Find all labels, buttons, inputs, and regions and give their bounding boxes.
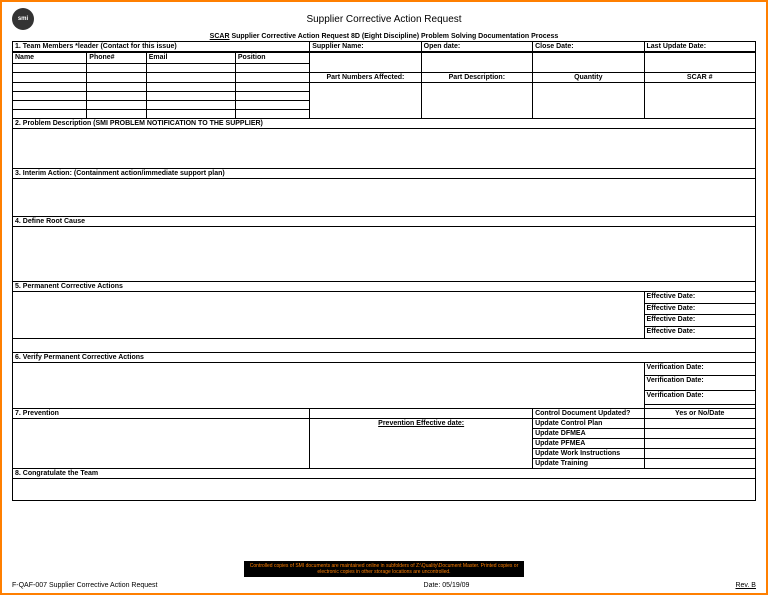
team-cell[interactable] (87, 110, 146, 119)
team-cell[interactable] (235, 110, 309, 119)
section5-extra[interactable] (12, 339, 756, 353)
team-cell[interactable] (146, 110, 235, 119)
team-cell[interactable] (235, 64, 309, 73)
blank-cell[interactable] (310, 53, 421, 73)
quantity-label: Quantity (533, 73, 644, 83)
section7-header: 7. Prevention (13, 409, 310, 419)
section7-field[interactable] (13, 419, 310, 469)
update-item-0: Update Control Plan (533, 419, 644, 429)
control-doc-q: Control Document Updated? (533, 409, 644, 419)
section3-body[interactable] (12, 179, 756, 217)
team-cell[interactable] (235, 101, 309, 110)
update-field[interactable] (644, 449, 755, 459)
blank-cell[interactable] (421, 53, 532, 73)
team-cell[interactable] (87, 73, 146, 83)
update-field[interactable] (644, 419, 755, 429)
team-cell[interactable] (87, 101, 146, 110)
verification-date-3[interactable]: Verification Date: (644, 390, 755, 404)
section3-header: 3. Interim Action: (Containment action/i… (12, 169, 756, 179)
section2-header: 2. Problem Description (SMI PROBLEM NOTI… (12, 119, 756, 129)
subtitle: SCAR Supplier Corrective Action Request … (12, 33, 756, 40)
team-cell[interactable] (146, 101, 235, 110)
update-field[interactable] (644, 429, 755, 439)
team-cell[interactable] (13, 83, 87, 92)
footer-doc-id: F-QAF-007 Supplier Corrective Action Req… (12, 582, 158, 589)
effective-date-4[interactable]: Effective Date: (644, 326, 755, 338)
scar-num-label: SCAR # (644, 73, 756, 83)
prevention-effective-date[interactable]: Prevention Effective date: (310, 419, 533, 469)
team-cell[interactable] (235, 83, 309, 92)
team-cell[interactable] (146, 83, 235, 92)
col-name: Name (13, 53, 87, 64)
section4-header: 4. Define Root Cause (12, 217, 756, 227)
quantity-field[interactable] (533, 83, 644, 119)
section8-header: 8. Congratulate the Team (12, 469, 756, 479)
supplier-name-label: Supplier Name: (310, 42, 421, 52)
effective-date-3[interactable]: Effective Date: (644, 315, 755, 327)
verification-date-1[interactable]: Verification Date: (644, 363, 755, 376)
team-cell[interactable] (13, 101, 87, 110)
col-phone: Phone# (87, 53, 146, 64)
blank-cell[interactable] (533, 53, 644, 73)
section2-body[interactable] (12, 129, 756, 169)
page-title: Supplier Corrective Action Request (34, 14, 756, 25)
yes-no-label: Yes or No/Date (644, 409, 755, 419)
part-desc-field[interactable] (421, 83, 532, 119)
team-cell[interactable] (13, 110, 87, 119)
footer: F-QAF-007 Supplier Corrective Action Req… (12, 582, 756, 589)
section6-header: 6. Verify Permanent Corrective Actions (12, 353, 756, 363)
parts-affected-field[interactable] (310, 83, 421, 119)
team-cell[interactable] (13, 64, 87, 73)
section7: 7. Prevention Control Document Updated? … (12, 409, 756, 469)
section1-top: 1. Team Members *leader (Contact for thi… (12, 41, 756, 52)
section1-body: Name Phone# Email Position Part Numbers … (12, 52, 756, 119)
section5-body: Effective Date: Effective Date: Effectiv… (12, 292, 756, 339)
section5-field[interactable] (13, 292, 645, 338)
close-date-label: Close Date: (533, 42, 644, 52)
team-cell[interactable] (87, 83, 146, 92)
verification-date-blank[interactable] (644, 404, 755, 408)
smi-logo: smi (12, 8, 34, 30)
team-cell[interactable] (235, 73, 309, 83)
update-item-1: Update DFMEA (533, 429, 644, 439)
update-item-4: Update Training (533, 459, 644, 469)
team-cell[interactable] (87, 64, 146, 73)
section6-body: Verification Date: Verification Date: Ve… (12, 363, 756, 410)
update-field[interactable] (644, 439, 755, 449)
team-cell[interactable] (146, 73, 235, 83)
subtitle-acronym: SCAR (210, 33, 230, 40)
section8-body[interactable] (12, 479, 756, 501)
section6-field[interactable] (13, 363, 645, 409)
section4-body[interactable] (12, 227, 756, 282)
update-field[interactable] (644, 459, 755, 469)
effective-date-2[interactable]: Effective Date: (644, 303, 755, 315)
update-item-3: Update Work Instructions (533, 449, 644, 459)
team-cell[interactable] (87, 92, 146, 101)
col-email: Email (146, 53, 235, 64)
update-date-label: Last Update Date: (644, 42, 755, 52)
blank-cell[interactable] (644, 53, 756, 73)
part-desc-label: Part Description: (421, 73, 532, 83)
form-page: smi Supplier Corrective Action Request S… (0, 0, 768, 595)
verification-date-2[interactable]: Verification Date: (644, 376, 755, 390)
parts-affected-label: Part Numbers Affected: (310, 73, 421, 83)
control-notice: Controlled copies of SMI documents are m… (244, 561, 524, 577)
team-cell[interactable] (13, 73, 87, 83)
section1-header: 1. Team Members *leader (Contact for thi… (13, 42, 310, 52)
header: smi Supplier Corrective Action Request (12, 8, 756, 30)
section5-header: 5. Permanent Corrective Actions (12, 282, 756, 292)
team-cell[interactable] (146, 92, 235, 101)
team-cell[interactable] (146, 64, 235, 73)
footer-rev: Rev. B (735, 582, 756, 589)
blank[interactable] (310, 409, 533, 419)
team-cell[interactable] (235, 92, 309, 101)
subtitle-text: Supplier Corrective Action Request 8D (E… (230, 33, 559, 40)
team-cell[interactable] (13, 92, 87, 101)
open-date-label: Open date: (421, 42, 532, 52)
footer-date: Date: 05/19/09 (424, 582, 470, 589)
scar-num-field[interactable] (644, 83, 756, 119)
col-position: Position (235, 53, 309, 64)
update-item-2: Update PFMEA (533, 439, 644, 449)
effective-date-1[interactable]: Effective Date: (644, 292, 755, 303)
